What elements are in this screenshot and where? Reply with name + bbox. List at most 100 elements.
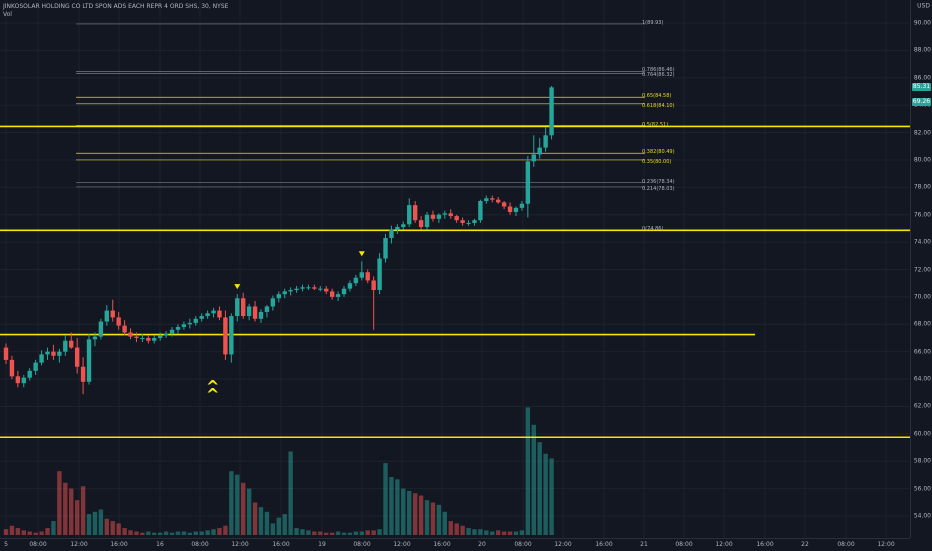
volume-bar <box>495 530 501 535</box>
candle-body <box>490 198 495 200</box>
volume-bar <box>116 523 121 535</box>
candle-body <box>45 351 50 355</box>
candle-body <box>484 198 489 202</box>
candle-body <box>418 220 424 228</box>
time-tick-label: 12:00 <box>70 541 88 548</box>
time-tick-label: 21 <box>640 541 648 548</box>
volume-bar <box>282 514 287 535</box>
candle-body <box>442 213 448 215</box>
candle-body <box>300 287 305 289</box>
time-axis[interactable]: 5 08:00 12:00 16:00 16 08:00 12:00 16:00 19 08:00… <box>0 538 910 551</box>
time-tick-label: 08:00 <box>29 541 47 548</box>
volume-bar <box>353 531 359 535</box>
volume-bar <box>187 532 193 535</box>
volume-bar <box>252 502 258 535</box>
price-tick-label: 64.00 <box>913 375 931 383</box>
candle-body <box>395 227 400 230</box>
candle-body <box>389 229 394 239</box>
candle-body <box>324 288 329 292</box>
volume-bar <box>407 490 412 535</box>
price-tick-label: 88.00 <box>913 46 931 54</box>
volume-bar <box>377 529 382 535</box>
volume-bar <box>258 507 264 535</box>
candle-body <box>371 280 376 291</box>
price-axis[interactable]: USD 90.0088.0086.0084.0082.0080.0078.007… <box>910 0 932 538</box>
price-tick-label: 70.00 <box>913 293 931 301</box>
candle-body <box>116 317 121 326</box>
candlestick-chart[interactable] <box>0 0 910 538</box>
candle-body <box>86 339 92 382</box>
volume-bar <box>490 531 495 535</box>
fib-level-label: 0.618(84.10) <box>642 102 675 109</box>
candle-body <box>229 316 234 355</box>
fib-level-label: 0.5(82.51) <box>642 121 669 128</box>
candle-body <box>157 335 163 338</box>
candle-body <box>329 291 335 297</box>
price-tick-label: 78.00 <box>913 183 931 191</box>
volume-bar <box>531 424 536 535</box>
candle-body <box>163 333 169 336</box>
volume-bar <box>157 532 163 535</box>
price-badge: 69.26 <box>912 98 931 107</box>
candle-body <box>472 220 477 223</box>
volume-bar <box>134 531 139 535</box>
candle-body <box>312 287 317 289</box>
candle-body <box>15 376 21 384</box>
time-tick-label: 16:00 <box>110 541 128 548</box>
volume-bar <box>341 532 347 535</box>
volume-bar <box>169 532 175 535</box>
volume-bar <box>21 530 26 535</box>
candle-body <box>276 294 281 299</box>
time-tick-label: 16:00 <box>595 541 613 548</box>
price-tick-label: 86.00 <box>913 74 931 82</box>
volume-bar <box>513 531 519 535</box>
volume-bar <box>294 528 299 535</box>
candle-body <box>110 310 115 318</box>
double-chevron-up-icon: ^ ^ <box>206 377 220 404</box>
volume-bar <box>436 504 442 535</box>
candle-body <box>454 216 459 221</box>
candle-body <box>69 340 74 348</box>
candle-body <box>252 306 258 319</box>
volume-bar <box>27 531 32 535</box>
volume-bar <box>537 442 542 535</box>
candle-body <box>495 199 501 203</box>
fib-level-label: 0(74.86) <box>642 226 664 233</box>
price-tick-label: 76.00 <box>913 211 931 219</box>
candle-body <box>104 310 110 322</box>
time-tick-label: 22 <box>801 541 809 548</box>
candle-body <box>537 147 542 155</box>
candle-body <box>235 298 240 317</box>
volume-bar <box>241 482 246 535</box>
volume-bar <box>347 532 353 535</box>
volume-bar <box>80 486 86 535</box>
currency-label: USD <box>917 2 930 10</box>
volume-bar <box>324 532 329 535</box>
price-tick-label: 90.00 <box>913 19 931 27</box>
volume-bar <box>104 518 110 535</box>
candle-body <box>187 322 193 325</box>
candle-body <box>246 306 252 317</box>
candle-body <box>98 321 104 337</box>
price-badge: 85.31 <box>912 83 931 92</box>
candle-body <box>353 277 359 284</box>
time-tick-label: 12:00 <box>715 541 733 548</box>
volume-bar <box>264 511 270 535</box>
volume-bar <box>418 495 424 535</box>
candle-body <box>241 298 246 317</box>
candle-body <box>92 336 98 340</box>
volume-bar <box>33 532 38 535</box>
price-tick-label: 54.00 <box>913 512 931 520</box>
triangle-down-icon <box>358 251 365 257</box>
symbol-title[interactable]: JINKOSOLAR HOLDING CO LTD SPON ADS EACH … <box>3 3 229 10</box>
volume-bar <box>430 502 436 535</box>
candle-body <box>80 366 86 382</box>
volume-bar <box>306 530 311 535</box>
volume-bar <box>300 529 305 535</box>
candle-body <box>513 207 519 212</box>
volume-bar <box>312 531 317 535</box>
volume-bar <box>460 525 465 535</box>
volume-indicator-label[interactable]: Vol <box>3 11 12 18</box>
price-tick-label: 66.00 <box>913 348 931 356</box>
